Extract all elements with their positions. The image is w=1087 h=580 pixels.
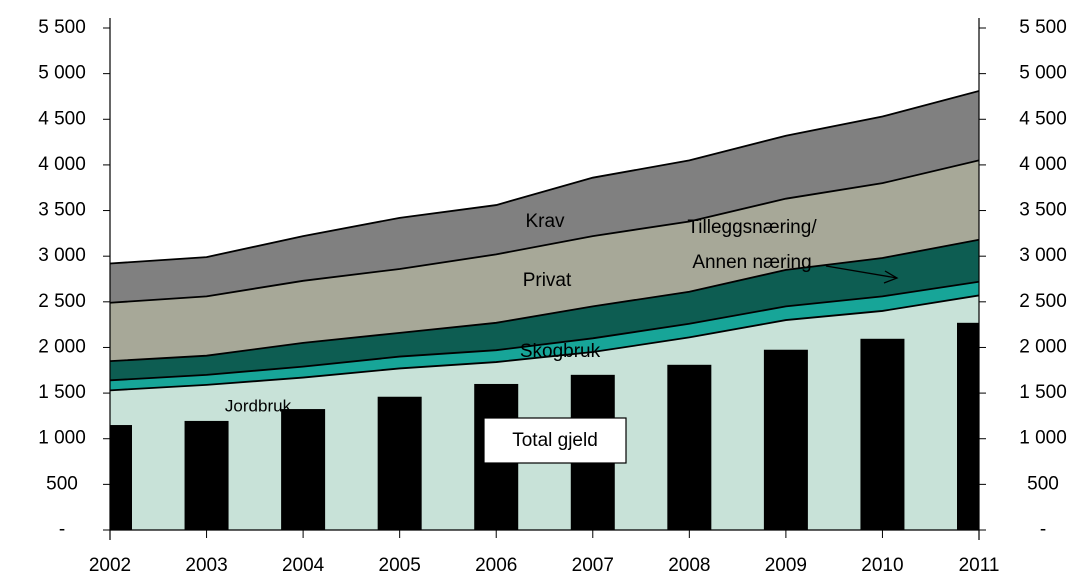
y2-tick-label: -	[1040, 519, 1046, 540]
y2-tick-label: 4 500	[1019, 108, 1067, 129]
y2-tick-label: 3 500	[1019, 200, 1067, 221]
area	[110, 239, 979, 381]
bar	[281, 409, 326, 530]
y-tick-label: 5 000	[38, 63, 86, 84]
y-tick-label: 3 000	[38, 245, 86, 266]
x-tick-label: 2005	[379, 555, 421, 576]
x-tick-label: 2008	[668, 555, 710, 576]
arrow-head	[883, 270, 899, 284]
bar	[377, 396, 422, 530]
x-tick-label: 2004	[282, 555, 325, 576]
y2-tick-label: 1 000	[1019, 428, 1067, 449]
x-tick-label: 2006	[475, 555, 517, 576]
bar	[667, 364, 712, 530]
arrow-line	[825, 265, 898, 279]
y2-tick-label: 2 500	[1019, 291, 1067, 312]
area-edge	[110, 280, 979, 382]
bar-label: Total gjeld	[512, 430, 598, 451]
bar	[957, 322, 979, 530]
label-box	[483, 417, 627, 464]
y-tick-label: 4 000	[38, 154, 86, 175]
bar	[184, 420, 229, 530]
y2-tick-label: 4 000	[1019, 154, 1067, 175]
y2-tick-label: 3 000	[1019, 245, 1067, 266]
area-label: Privat	[523, 270, 572, 291]
y-tick-label: 1 500	[38, 382, 86, 403]
bar	[763, 349, 808, 530]
area-label: Jordbruk	[225, 396, 292, 415]
y2-tick-label: 1 500	[1019, 382, 1067, 403]
area-label: Annen næring	[692, 252, 811, 273]
area	[110, 160, 979, 362]
y-tick-label: 3 500	[38, 200, 86, 221]
x-tick-label: 2011	[959, 555, 1000, 576]
y-tick-label: 5 500	[38, 17, 86, 38]
x-tick-label: 2002	[89, 555, 131, 576]
bar	[860, 338, 905, 530]
area-edge	[110, 238, 979, 363]
y-tick-label: 2 500	[38, 291, 86, 312]
y-tick-label: 1 000	[38, 428, 86, 449]
y2-tick-label: 500	[1027, 473, 1059, 494]
area	[110, 281, 979, 391]
area-label: Krav	[525, 211, 565, 232]
y2-tick-label: 5 000	[1019, 63, 1067, 84]
y-tick-label: -	[59, 519, 65, 540]
plot	[110, 90, 979, 530]
area-edge	[110, 159, 979, 304]
x-tick-label: 2010	[861, 555, 903, 576]
area-edge	[110, 294, 979, 392]
area	[110, 90, 979, 303]
x-tick-label: 2007	[572, 555, 614, 576]
area-label: Skogbruk	[520, 341, 601, 362]
area-label: Tilleggsnæring/	[687, 217, 817, 238]
x-tick-label: 2009	[765, 555, 807, 576]
x-tick-label: 2003	[185, 555, 227, 576]
y-tick-label: 2 000	[38, 336, 86, 357]
area-edge	[110, 90, 979, 265]
y-tick-label: 500	[46, 473, 78, 494]
y-tick-label: 4 500	[38, 108, 86, 129]
y2-tick-label: 2 000	[1019, 336, 1067, 357]
area	[110, 295, 979, 530]
y2-tick-label: 5 500	[1019, 17, 1067, 38]
bar	[110, 425, 132, 530]
